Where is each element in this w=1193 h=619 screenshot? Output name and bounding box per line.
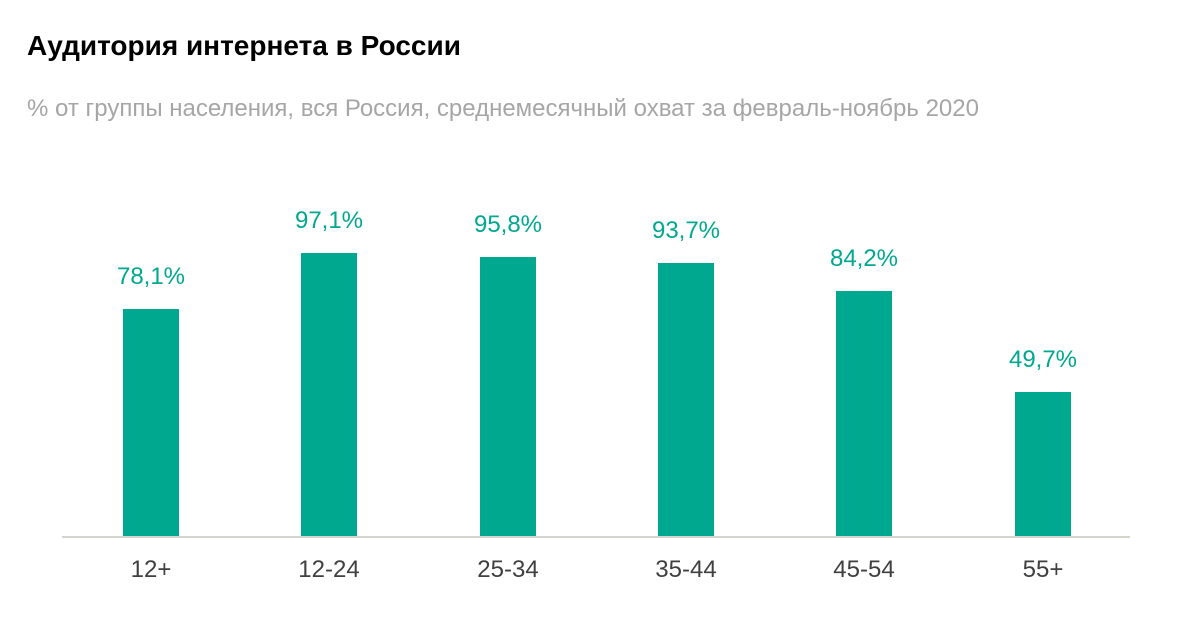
x-tick-label: 35-44 <box>655 556 717 583</box>
bar-12-24 <box>301 253 357 537</box>
data-label: 95,8% <box>473 211 543 238</box>
data-label: 97,1% <box>294 207 364 234</box>
x-axis-line <box>62 536 1130 538</box>
chart-subtitle: % от группы населения, вся Россия, средн… <box>27 95 979 122</box>
bar-12+ <box>123 309 179 537</box>
x-tick-label: 55+ <box>1022 556 1064 583</box>
data-label: 49,7% <box>1008 346 1078 373</box>
x-tick-label: 25-34 <box>477 556 539 583</box>
chart-title: Аудитория интернета в России <box>27 30 461 61</box>
data-label: 84,2% <box>829 245 899 272</box>
x-tick-label: 12+ <box>130 556 172 583</box>
bar-25-34 <box>480 257 536 537</box>
bar-45-54 <box>836 291 892 537</box>
data-label: 93,7% <box>651 217 721 244</box>
x-tick-label: 45-54 <box>833 556 895 583</box>
data-label: 78,1% <box>116 263 186 290</box>
bar-55+ <box>1015 392 1071 537</box>
bar-35-44 <box>658 263 714 537</box>
x-tick-label: 12-24 <box>298 556 360 583</box>
